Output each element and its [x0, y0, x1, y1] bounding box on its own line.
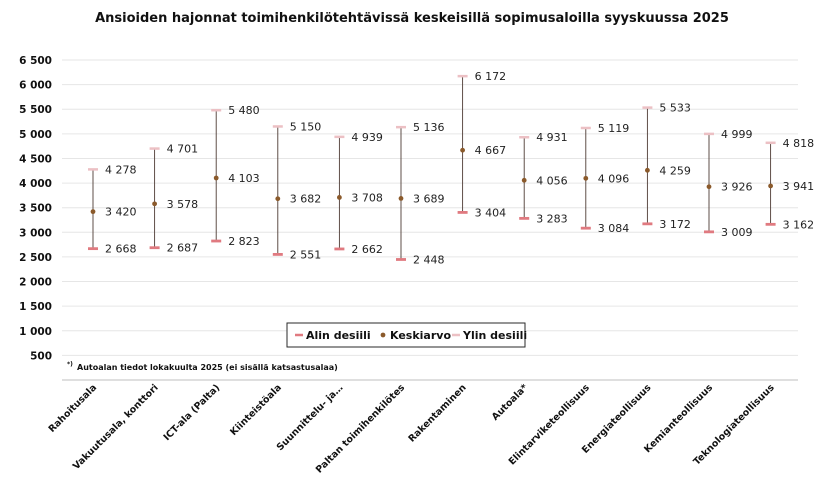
x-tick-label: Kemianteollisuus	[642, 382, 715, 455]
data-labels: 4 278 3 420 2 668 4 701 3 578 2 687 5 480 4 103…	[105, 70, 814, 266]
mean-marker	[521, 177, 527, 183]
y-tick-label: 5 500	[19, 104, 52, 116]
y-tick-label: 1 000	[19, 326, 52, 338]
mean-value-label: 3 682	[290, 193, 322, 206]
low-value-label: 2 448	[413, 253, 445, 266]
y-tick-label: 6 500	[19, 55, 52, 67]
high-value-label: 4 818	[783, 137, 815, 150]
high-value-label: 5 533	[659, 102, 691, 115]
mean-value-label: 4 259	[659, 164, 691, 177]
mean-value-label: 4 096	[598, 172, 630, 185]
legend-label-low: Alin desiili	[306, 329, 371, 342]
mean-marker	[152, 201, 158, 207]
high-value-label: 5 480	[228, 104, 260, 117]
high-value-label: 5 150	[290, 120, 322, 133]
low-value-label: 3 084	[598, 222, 630, 235]
high-value-label: 5 119	[598, 122, 630, 135]
low-value-label: 2 551	[290, 248, 322, 261]
y-tick-label: 3 000	[19, 227, 52, 239]
mean-value-label: 4 667	[475, 144, 507, 157]
low-value-label: 3 162	[783, 218, 815, 231]
high-value-label: 5 136	[413, 121, 445, 134]
y-tick-label: 500	[30, 350, 52, 362]
low-value-label: 2 823	[228, 235, 260, 248]
mean-value-label: 3 941	[783, 180, 815, 193]
legend-label-high: Ylin desiili	[462, 329, 527, 342]
mean-marker	[213, 175, 219, 181]
y-tick-label: 4 000	[19, 178, 52, 190]
mean-marker	[460, 147, 465, 153]
mean-value-label: 3 578	[167, 198, 199, 211]
mean-value-label: 3 708	[351, 191, 383, 204]
legend: Alin desiili Keskiarvo Ylin desiili	[286, 322, 527, 348]
high-value-label: 4 278	[105, 163, 137, 176]
x-tick-label: Energiateollisuus	[580, 382, 654, 456]
y-tick-label: 5 000	[19, 129, 52, 141]
high-value-label: 4 931	[536, 131, 568, 144]
mean-marker	[275, 196, 281, 202]
low-value-label: 3 009	[721, 226, 753, 239]
x-tick-label: Rahoitusala	[47, 382, 100, 435]
mean-marker	[398, 195, 404, 201]
mean-marker	[706, 184, 712, 190]
legend-marker-mean	[380, 332, 386, 338]
mean-marker	[90, 209, 96, 215]
footnote-marker: *)	[67, 361, 73, 368]
low-value-label: 2 687	[167, 242, 199, 255]
legend-box	[286, 322, 526, 348]
y-tick-label: 2 500	[19, 252, 52, 264]
mean-value-label: 4 103	[228, 172, 260, 185]
y-tick-label: 4 500	[19, 153, 52, 165]
mean-value-label: 3 420	[105, 206, 137, 219]
low-value-label: 3 404	[475, 206, 507, 219]
mean-value-label: 3 689	[413, 192, 445, 205]
high-value-label: 4 999	[721, 128, 753, 141]
mean-marker	[645, 167, 650, 173]
x-tick-label: Rakentaminen	[406, 382, 468, 444]
mean-marker	[583, 175, 589, 181]
y-tick-label: 1 500	[19, 301, 52, 313]
mean-value-label: 3 926	[721, 181, 753, 194]
mean-marker	[337, 195, 342, 200]
y-tick-label: 2 000	[19, 277, 52, 289]
x-tick-label: ICT-ala (Palta)	[162, 382, 223, 443]
y-axis-ticks: 500 1 000 1 500 2 000 2 500 3 000 3 500 4 000 4 …	[19, 55, 52, 362]
low-value-label: 2 662	[351, 243, 383, 256]
footnote-text: Autoalan tiedot lokakuulta 2025 (ei sisä…	[77, 363, 338, 372]
high-value-label: 4 701	[167, 143, 199, 156]
high-value-label: 6 172	[475, 70, 507, 83]
mean-marker	[768, 183, 773, 189]
high-value-label: 4 939	[351, 131, 383, 144]
y-tick-label: 3 500	[19, 203, 52, 215]
gridlines	[62, 59, 798, 356]
x-tick-label: Suunnittelu- ja…	[275, 382, 346, 453]
low-value-label: 2 668	[105, 243, 137, 256]
markers	[88, 74, 776, 261]
low-value-label: 3 283	[536, 212, 568, 225]
mean-value-label: 4 056	[536, 174, 568, 187]
x-tick-label: Autoala*	[490, 382, 530, 422]
legend-label-mean: Keskiarvo	[390, 329, 451, 342]
x-tick-label: Kiinteistöala	[228, 382, 284, 438]
chart-title: Ansioiden hajonnat toimihenkilötehtäviss…	[95, 11, 729, 26]
low-value-label: 3 172	[659, 218, 691, 231]
y-tick-label: 6 000	[19, 80, 52, 92]
